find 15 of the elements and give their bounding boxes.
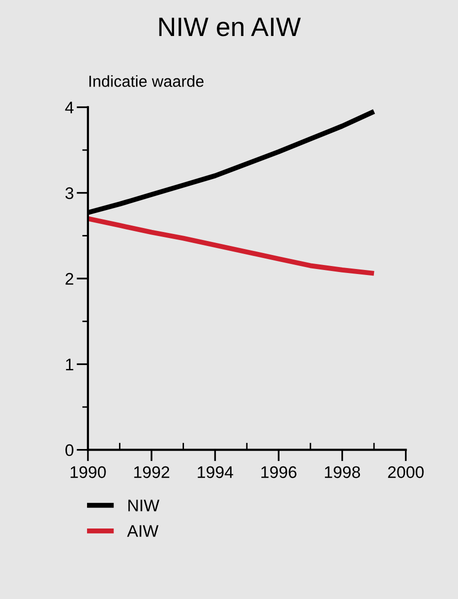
- y-tick-label: 0: [65, 444, 74, 456]
- x-tick-label: 1998: [324, 466, 360, 478]
- legend-label: NIW: [128, 500, 160, 512]
- x-tick-label: 1994: [198, 466, 234, 478]
- y-axis-title: Indicatie waarde: [89, 75, 204, 87]
- x-tick-label: 1992: [134, 466, 170, 478]
- x-tick-label: 2000: [388, 466, 424, 478]
- legend-label: AIW: [127, 525, 158, 537]
- y-tick-label: 2: [66, 272, 74, 285]
- chart-title: NIW en AIW: [159, 18, 301, 36]
- x-tick-label: 1996: [261, 466, 296, 478]
- y-tick-label: 1: [66, 358, 74, 370]
- x-tick-label: 1990: [70, 466, 106, 478]
- y-tick-label: 3: [65, 187, 74, 200]
- y-tick-label: 4: [65, 102, 74, 114]
